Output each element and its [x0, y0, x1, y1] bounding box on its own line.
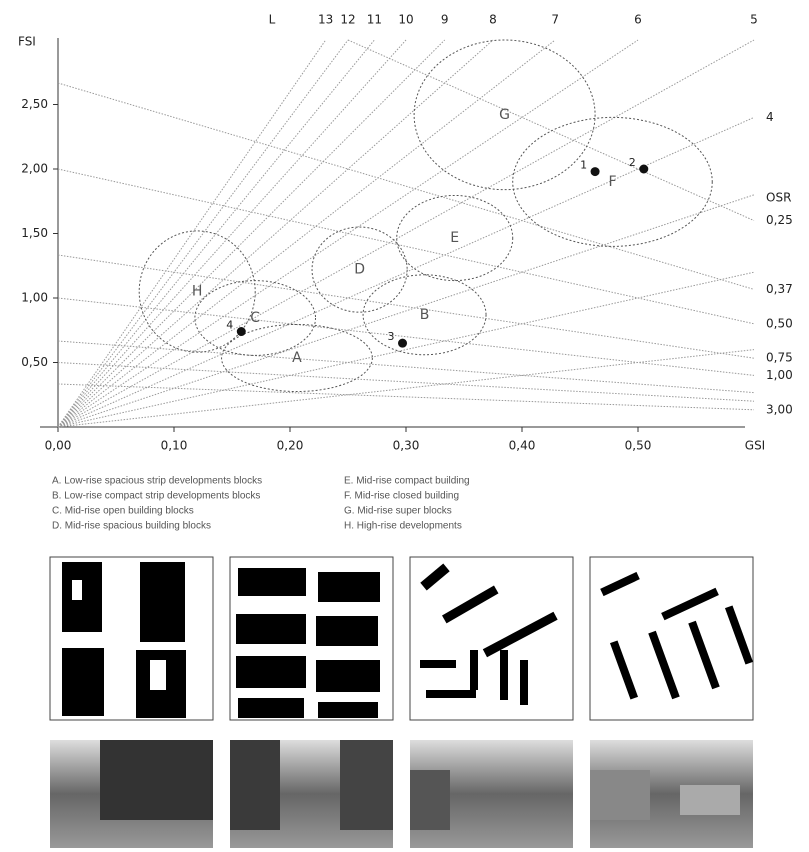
x-tick-label: 0,30	[393, 439, 420, 453]
region-label: B	[420, 307, 430, 323]
region	[413, 39, 596, 191]
osr-line	[57, 383, 755, 411]
x-tick-label: 0,40	[509, 439, 536, 453]
layer-label: 10	[398, 13, 413, 27]
point-label: 2	[629, 156, 636, 169]
y-tick-label: 1,50	[21, 226, 48, 240]
region	[362, 274, 487, 356]
region-label: A	[292, 350, 302, 366]
point-label: 1	[580, 159, 587, 172]
point-label: 3	[388, 330, 395, 343]
point-label: 4	[226, 319, 233, 332]
x-tick-label: 0,00	[45, 439, 72, 453]
y-tick-label: 1,00	[21, 291, 48, 305]
point	[398, 338, 408, 348]
region-label: C	[250, 310, 260, 326]
photo-images	[50, 740, 753, 848]
point	[236, 327, 246, 337]
layer-line	[57, 39, 755, 428]
osr-label: 0,50	[766, 316, 793, 330]
layer-label: 5	[750, 13, 758, 27]
region	[512, 116, 713, 247]
osr-label: OSR	[766, 191, 791, 205]
layer-label: 7	[551, 13, 559, 27]
x-tick-label: 0,50	[625, 439, 652, 453]
layer-line	[57, 39, 494, 428]
point	[590, 167, 600, 177]
y-tick-label: 0,50	[21, 355, 48, 369]
legend-entry: C. Mid-rise open building blocks	[52, 506, 194, 517]
osr-line	[57, 362, 755, 402]
region-label: F	[608, 174, 616, 190]
layer-line	[57, 39, 446, 428]
layer-label: 12	[340, 13, 355, 27]
layer-line	[57, 39, 327, 428]
layer-line	[57, 194, 755, 428]
osr-line	[57, 297, 755, 376]
region-label: H	[192, 284, 203, 300]
osr-line	[57, 254, 755, 359]
layer-line	[57, 349, 755, 428]
x-axis-label: GSI	[745, 439, 765, 453]
region	[138, 230, 256, 353]
osr-label: 0,25	[766, 213, 793, 227]
layer-line	[57, 39, 556, 428]
y-axis-label: FSI	[18, 35, 36, 49]
osr-line	[57, 82, 755, 290]
legend-entry: H. High-rise developments	[344, 521, 462, 532]
layer-label: 6	[634, 13, 642, 27]
osr-line	[57, 340, 755, 394]
region-label: D	[354, 262, 365, 278]
region-label: E	[450, 230, 459, 246]
layer-line	[57, 116, 755, 428]
layer-label: 9	[441, 13, 449, 27]
legend-entry: A. Low-rise spacious strip developments …	[52, 476, 262, 487]
layer-line	[57, 39, 349, 428]
osr-label: 0,37	[766, 282, 793, 296]
osr-line	[57, 168, 755, 325]
legend-entry: G. Mid-rise super blocks	[344, 506, 452, 517]
x-tick-label: 0,10	[161, 439, 188, 453]
osr-label: 3,00	[766, 402, 793, 416]
legend-entry: F. Mid-rise closed building	[344, 491, 459, 502]
layer-label: 13	[318, 13, 333, 27]
layer-label: 8	[489, 13, 497, 27]
osr-line	[347, 39, 755, 222]
osr-label: 1,00	[766, 368, 793, 382]
legend-entry: B. Low-rise compact strip developments b…	[52, 491, 260, 502]
plan-images	[49, 556, 754, 721]
region	[396, 194, 514, 282]
layer-line	[57, 39, 375, 428]
y-tick-label: 2,00	[21, 162, 48, 176]
legend-entry: E. Mid-rise compact building	[344, 476, 470, 487]
region-label: G	[499, 107, 510, 123]
layer-label: 11	[367, 13, 382, 27]
layers-label: L	[269, 13, 276, 27]
x-tick-label: 0,20	[277, 439, 304, 453]
point	[639, 164, 649, 174]
osr-label: 0,75	[766, 351, 793, 365]
legend-entry: D. Mid-rise spacious building blocks	[52, 521, 211, 532]
region	[221, 323, 373, 393]
region	[311, 226, 408, 313]
layer-label: 4	[766, 110, 774, 124]
layer-line	[57, 271, 755, 428]
y-tick-label: 2,50	[21, 97, 48, 111]
region	[194, 280, 317, 356]
